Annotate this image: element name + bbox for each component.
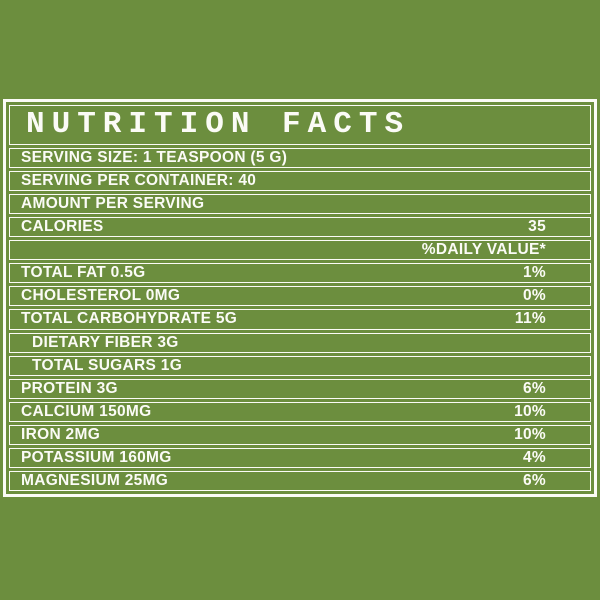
row-label: TOTAL SUGARS 1G [32, 356, 183, 374]
row-value: 1% [522, 264, 546, 282]
row-label: POTASSIUM 160MG [21, 448, 172, 466]
nutrition-row: CHOLESTEROL 0MG 0% [9, 286, 591, 307]
nutrition-row: TOTAL FAT 0.5G 1% [9, 263, 591, 284]
row-value: 6% [522, 471, 546, 489]
row-label: SERVING PER CONTAINER: 40 [21, 172, 257, 190]
nutrition-row: POTASSIUM 160MG 4% [9, 447, 591, 468]
row-label: AMOUNT PER SERVING [21, 195, 205, 213]
row-label: CHOLESTEROL 0MG [21, 287, 181, 305]
nutrition-row: TOTAL CARBOHYDRATE 5G 11% [9, 309, 591, 330]
row-label: CALORIES [21, 218, 104, 236]
nutrition-row: CALORIES 35 [9, 217, 591, 238]
nutrition-row: DIETARY FIBER 3G [9, 332, 591, 353]
nutrition-row: TOTAL SUGARS 1G [9, 355, 591, 376]
nutrition-facts-title-row: NUTRITION FACTS [9, 105, 591, 145]
row-value: 4% [522, 448, 546, 466]
row-value: 35 [528, 218, 546, 236]
nutrition-facts-panel: NUTRITION FACTS SERVING SIZE: 1 TEASPOON… [3, 99, 597, 497]
nutrition-row: PROTEIN 3G 6% [9, 378, 591, 399]
row-value: 10% [514, 402, 546, 420]
nutrition-row: %DAILY VALUE* [9, 240, 591, 261]
nutrition-row: SERVING PER CONTAINER: 40 [9, 171, 591, 192]
row-value: 10% [514, 425, 546, 443]
row-label: PROTEIN 3G [21, 379, 118, 397]
nutrition-row: IRON 2MG 10% [9, 424, 591, 445]
nutrition-facts-title: NUTRITION FACTS [26, 106, 411, 142]
row-value: 11% [514, 310, 546, 328]
nutrition-row: SERVING SIZE: 1 TEASPOON (5 G) [9, 148, 591, 169]
row-label: CALCIUM 150MG [21, 402, 152, 420]
row-value: 6% [522, 379, 546, 397]
row-label: IRON 2MG [21, 425, 101, 443]
row-label: MAGNESIUM 25MG [21, 471, 169, 489]
nutrition-row: AMOUNT PER SERVING [9, 194, 591, 215]
row-label: TOTAL FAT 0.5G [21, 264, 146, 282]
nutrition-row: MAGNESIUM 25MG 6% [9, 470, 591, 491]
row-value: 0% [522, 287, 546, 305]
row-label: SERVING SIZE: 1 TEASPOON (5 G) [21, 149, 288, 167]
row-label: DIETARY FIBER 3G [32, 333, 179, 351]
row-value: %DAILY VALUE* [421, 241, 546, 259]
nutrition-row: CALCIUM 150MG 10% [9, 401, 591, 422]
row-label: TOTAL CARBOHYDRATE 5G [21, 310, 238, 328]
